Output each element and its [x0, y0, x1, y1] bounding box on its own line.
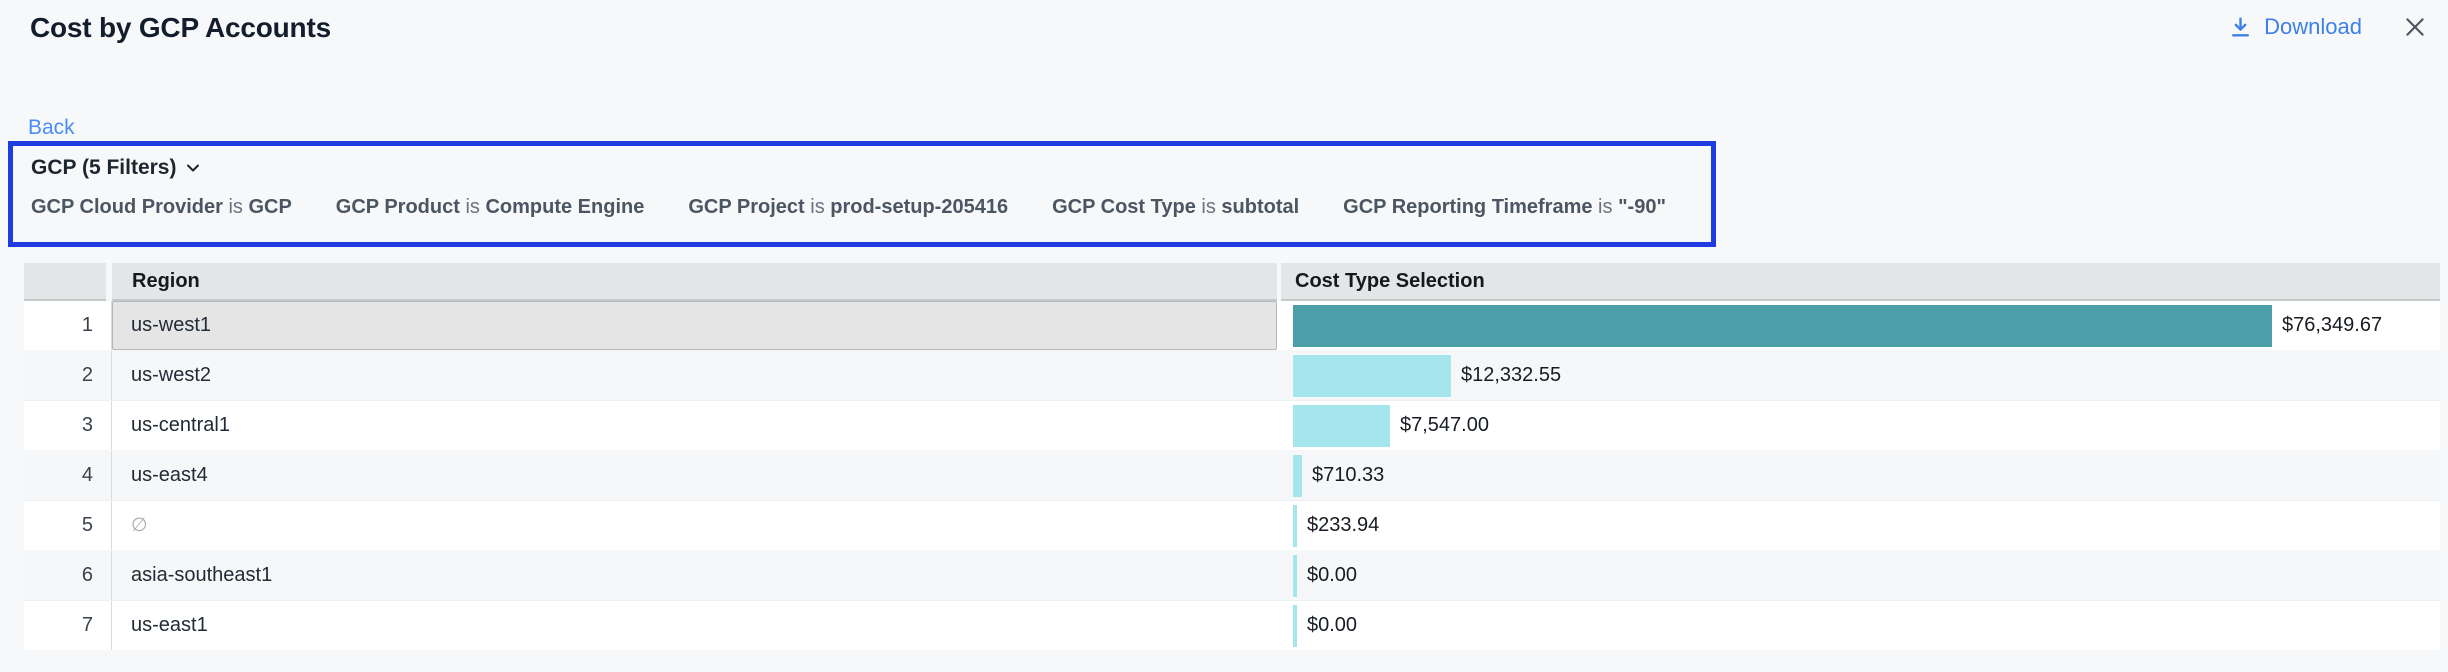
region-column-header[interactable]: Region	[112, 263, 1277, 301]
filter-chip: GCP Project is prod-setup-205416	[688, 196, 1008, 219]
row-number: 5	[24, 501, 106, 550]
filter-panel: GCP (5 Filters) GCP Cloud Provider is GC…	[8, 141, 1716, 247]
cost-cell: $233.94	[1281, 501, 2440, 550]
cost-cell: $710.33	[1281, 451, 2440, 500]
table-row: 6 asia-southeast1 $0.00	[24, 551, 2440, 601]
download-icon	[2228, 15, 2253, 40]
cost-value: $76,349.67	[2282, 314, 2382, 337]
cost-bar[interactable]	[1293, 605, 1297, 647]
row-number: 2	[24, 351, 106, 400]
table-header: Region Cost Type Selection	[24, 263, 2440, 301]
cost-table: Region Cost Type Selection 1 us-west1 $7…	[24, 263, 2440, 651]
cost-value: $12,332.55	[1461, 364, 1561, 387]
region-cell[interactable]: us-east1	[112, 601, 1277, 650]
table-row: 3 us-central1 $7,547.00	[24, 401, 2440, 451]
region-cell[interactable]: us-west1	[112, 301, 1277, 350]
region-cell[interactable]: us-east4	[112, 451, 1277, 500]
row-number: 1	[24, 301, 106, 350]
region-cell[interactable]: us-west2	[112, 351, 1277, 400]
region-cell[interactable]: us-central1	[112, 401, 1277, 450]
filter-list: GCP Cloud Provider is GCP GCP Product is…	[31, 196, 1695, 219]
cost-bar[interactable]	[1293, 405, 1390, 447]
header-actions: Download	[2228, 14, 2428, 40]
cost-value: $233.94	[1307, 514, 1379, 537]
chevron-down-icon	[185, 160, 201, 176]
region-cell[interactable]: asia-southeast1	[112, 551, 1277, 600]
filter-chip: GCP Product is Compute Engine	[336, 196, 645, 219]
cost-value: $710.33	[1312, 464, 1384, 487]
filter-chip: GCP Cost Type is subtotal	[1052, 196, 1299, 219]
cost-cell: $76,349.67	[1281, 301, 2440, 350]
cost-bar[interactable]	[1293, 505, 1297, 547]
filter-chip: GCP Cloud Provider is GCP	[31, 196, 292, 219]
table-row: 4 us-east4 $710.33	[24, 451, 2440, 501]
table-row: 1 us-west1 $76,349.67	[24, 301, 2440, 351]
page-title: Cost by GCP Accounts	[30, 12, 331, 44]
filter-summary-dropdown[interactable]: GCP (5 Filters)	[31, 156, 201, 180]
region-cell[interactable]: ∅	[112, 501, 1277, 550]
cost-value: $0.00	[1307, 614, 1357, 637]
cost-bar[interactable]	[1293, 355, 1451, 397]
close-button[interactable]	[2402, 14, 2428, 40]
cost-cell: $7,547.00	[1281, 401, 2440, 450]
download-label: Download	[2264, 14, 2362, 40]
row-number: 7	[24, 601, 106, 650]
cost-cell: $0.00	[1281, 551, 2440, 600]
filter-chip: GCP Reporting Timeframe is "-90"	[1343, 196, 1666, 219]
row-number: 4	[24, 451, 106, 500]
cost-value: $7,547.00	[1400, 414, 1489, 437]
table-row: 5 ∅ $233.94	[24, 501, 2440, 551]
cost-cell: $12,332.55	[1281, 351, 2440, 400]
cost-bar[interactable]	[1293, 305, 2272, 347]
download-button[interactable]: Download	[2228, 14, 2362, 40]
cost-column-header[interactable]: Cost Type Selection	[1281, 263, 2440, 301]
row-number: 6	[24, 551, 106, 600]
row-number-column-header	[24, 263, 106, 301]
row-number: 3	[24, 401, 106, 450]
close-icon	[2402, 14, 2428, 40]
cost-value: $0.00	[1307, 564, 1357, 587]
table-body: 1 us-west1 $76,349.67 2 us-west2 $12,332…	[24, 301, 2440, 651]
table-row: 7 us-east1 $0.00	[24, 601, 2440, 651]
table-row: 2 us-west2 $12,332.55	[24, 351, 2440, 401]
cost-cell: $0.00	[1281, 601, 2440, 650]
cost-bar[interactable]	[1293, 455, 1302, 497]
back-link[interactable]: Back	[28, 116, 75, 140]
cost-bar[interactable]	[1293, 555, 1297, 597]
filter-summary-label: GCP (5 Filters)	[31, 156, 176, 180]
